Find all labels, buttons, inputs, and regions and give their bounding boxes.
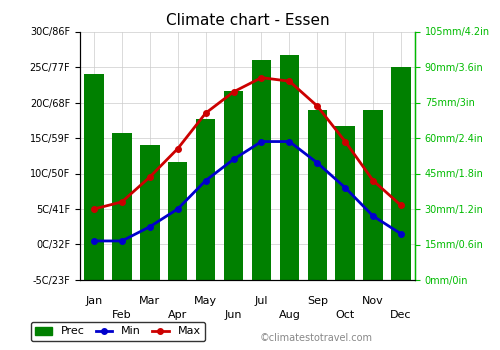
Bar [112,133,132,280]
Bar [364,110,383,280]
Text: Nov: Nov [362,296,384,306]
Legend: Prec, Min, Max: Prec, Min, Max [30,322,205,341]
Bar [308,110,327,280]
Text: Jun: Jun [225,310,242,320]
Text: Mar: Mar [139,296,160,306]
Text: Oct: Oct [336,310,355,320]
Title: Climate chart - Essen: Climate chart - Essen [166,13,330,28]
Text: Jan: Jan [86,296,102,306]
Text: Sep: Sep [307,296,328,306]
Text: ©climatestotravel.com: ©climatestotravel.com [260,333,373,343]
Bar [140,145,160,280]
Text: Feb: Feb [112,310,132,320]
Bar [280,55,299,280]
Text: Aug: Aug [278,310,300,320]
Text: Dec: Dec [390,310,412,320]
Bar [224,91,244,280]
Bar [336,126,355,280]
Bar [168,162,188,280]
Text: Apr: Apr [168,310,188,320]
Text: May: May [194,296,217,306]
Bar [84,74,103,280]
Bar [252,60,271,280]
Bar [392,67,411,280]
Text: Jul: Jul [254,296,268,306]
Bar [196,119,216,280]
